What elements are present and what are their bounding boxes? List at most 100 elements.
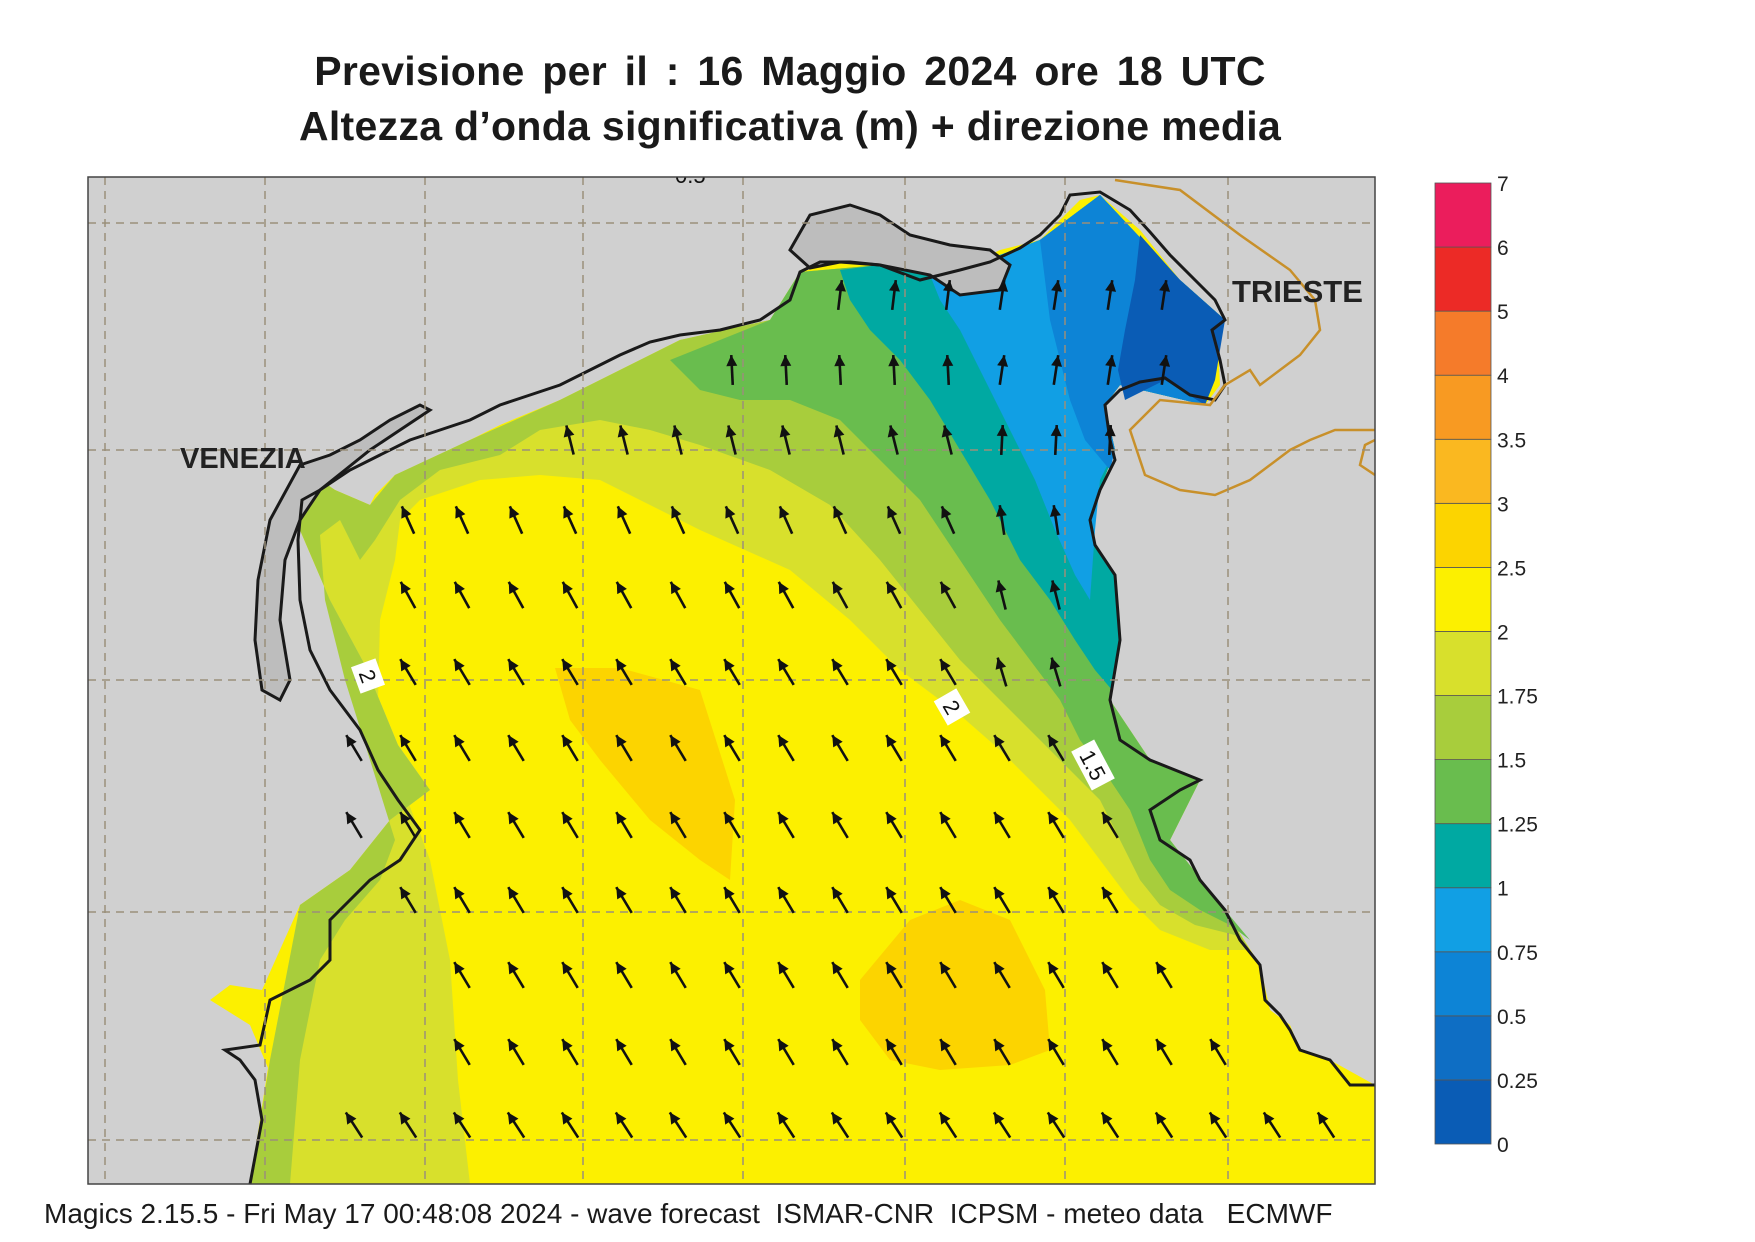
wave-arrow-head	[1209, 1112, 1221, 1125]
svg-text:0.5: 0.5	[675, 163, 706, 188]
wave-arrow-head	[835, 280, 846, 292]
wave-arrow-head	[346, 812, 357, 825]
wave-arrow-head	[833, 506, 844, 519]
wave-arrow-head	[454, 962, 465, 975]
wave-arrow-head	[1048, 962, 1059, 975]
wave-arrow-head	[670, 887, 681, 900]
wave-arrow-head	[832, 812, 843, 825]
wave-arrow-head	[886, 887, 897, 900]
legend-swatch	[1434, 567, 1492, 632]
wave-arrow-head	[1159, 280, 1171, 292]
legend-label: 2	[1497, 621, 1509, 644]
contour-label-2-east: 2	[933, 688, 971, 726]
wave-arrow-head	[888, 355, 900, 367]
wave-arrow-head	[778, 659, 789, 672]
wave-arrow-head	[995, 505, 1007, 517]
wave-arrow-head	[670, 812, 681, 825]
wave-arrow-head	[831, 1112, 843, 1125]
wave-arrow-head	[1317, 1112, 1329, 1125]
legend-swatch	[1434, 951, 1492, 1017]
wave-arrow-head	[725, 506, 736, 519]
legend-swatch	[1434, 374, 1492, 440]
wave-arrow-head	[400, 659, 411, 672]
wave-arrow-head	[996, 425, 1008, 437]
wave-arrow-head	[997, 280, 1009, 292]
city-venezia: VENEZIA	[180, 443, 306, 475]
contour-label-0-5: 0.5	[675, 163, 706, 188]
legend-swatch	[1434, 310, 1492, 376]
wave-arrow-head	[724, 887, 735, 900]
wave-arrow-head	[887, 506, 898, 519]
legend-label: 3	[1497, 493, 1509, 516]
legend-label: 0	[1497, 1134, 1509, 1157]
legend-label: 1.75	[1497, 686, 1538, 709]
wave-arrow-head	[940, 962, 951, 975]
wave-arrow-head	[671, 425, 683, 438]
wave-arrow-head	[562, 812, 573, 825]
legend-label: 1	[1497, 878, 1509, 901]
legend-label: 0.75	[1497, 942, 1538, 965]
wave-arrow-head	[508, 659, 519, 672]
wave-arrow-head	[1051, 355, 1063, 367]
wave-arrow-head	[940, 1039, 951, 1052]
wave-arrow-head	[670, 962, 681, 975]
wave-arrow-head	[1155, 1112, 1167, 1125]
wave-arrow-head	[562, 887, 573, 900]
wave-arrow-head	[725, 425, 737, 438]
wave-arrow-head	[832, 962, 843, 975]
graticule	[88, 177, 1375, 1184]
wave-arrow-head	[455, 506, 466, 519]
wave-arrow-head	[993, 1112, 1005, 1125]
wave-arrow-head	[1048, 812, 1059, 825]
legend-label: 3.5	[1497, 429, 1526, 452]
wave-arrow-head	[454, 812, 465, 825]
legend-swatch	[1434, 759, 1492, 825]
wave-arrow-head	[401, 506, 412, 519]
wave-arrow-head	[994, 887, 1005, 900]
wave-arrow-head	[1049, 580, 1061, 593]
wave-arrow-head	[670, 581, 681, 595]
legend-swatch	[1434, 887, 1492, 953]
wave-arrow-head	[724, 735, 735, 748]
wave-arrow-head	[832, 735, 843, 748]
wave-arrow-head	[780, 355, 792, 367]
wave-arrow-head	[1105, 355, 1117, 367]
wave-arrow-head	[940, 735, 951, 748]
wave-arrow-head	[563, 425, 575, 438]
wave-arrow-head	[1048, 887, 1059, 900]
wave-arrow-head	[941, 425, 953, 438]
wave-arrow-head	[1263, 1112, 1275, 1125]
wave-arrow-head	[778, 812, 789, 825]
wave-arrow-head	[454, 887, 465, 900]
wave-arrow-head	[670, 1039, 681, 1052]
legend-label: 0.5	[1497, 1006, 1526, 1029]
wave-arrow-head	[832, 659, 843, 672]
wave-arrow-head	[723, 1112, 735, 1125]
legend-label: 0.25	[1497, 1070, 1538, 1093]
legend-label: 4	[1497, 365, 1509, 388]
wave-arrow-head	[886, 962, 897, 975]
wave-arrow-head	[995, 580, 1007, 593]
wave-arrow-head	[941, 506, 952, 519]
wave-arrow-head	[940, 581, 951, 595]
wave-arrow-head	[615, 1112, 627, 1125]
wave-arrow-head	[562, 735, 573, 748]
legend-swatch	[1434, 1079, 1492, 1145]
wave-arrow-head	[833, 425, 845, 438]
wave-arrow-head	[995, 657, 1007, 670]
map-frame	[87, 176, 1376, 1185]
legend-label: 7	[1497, 173, 1509, 196]
wave-arrow-head	[562, 581, 573, 595]
wave-arrow-head	[508, 581, 519, 595]
wave-arrow-head	[400, 581, 411, 595]
wave-arrow-head	[724, 812, 735, 825]
band-025	[1118, 235, 1225, 405]
legend-label: 5	[1497, 301, 1509, 324]
wave-arrow-head	[1210, 1039, 1221, 1052]
wave-direction-arrows	[344, 279, 1336, 1139]
coastline	[220, 190, 1375, 1184]
wave-arrow-head	[563, 506, 574, 519]
wave-arrow-head	[886, 812, 897, 825]
wave-arrow-head	[940, 887, 951, 900]
